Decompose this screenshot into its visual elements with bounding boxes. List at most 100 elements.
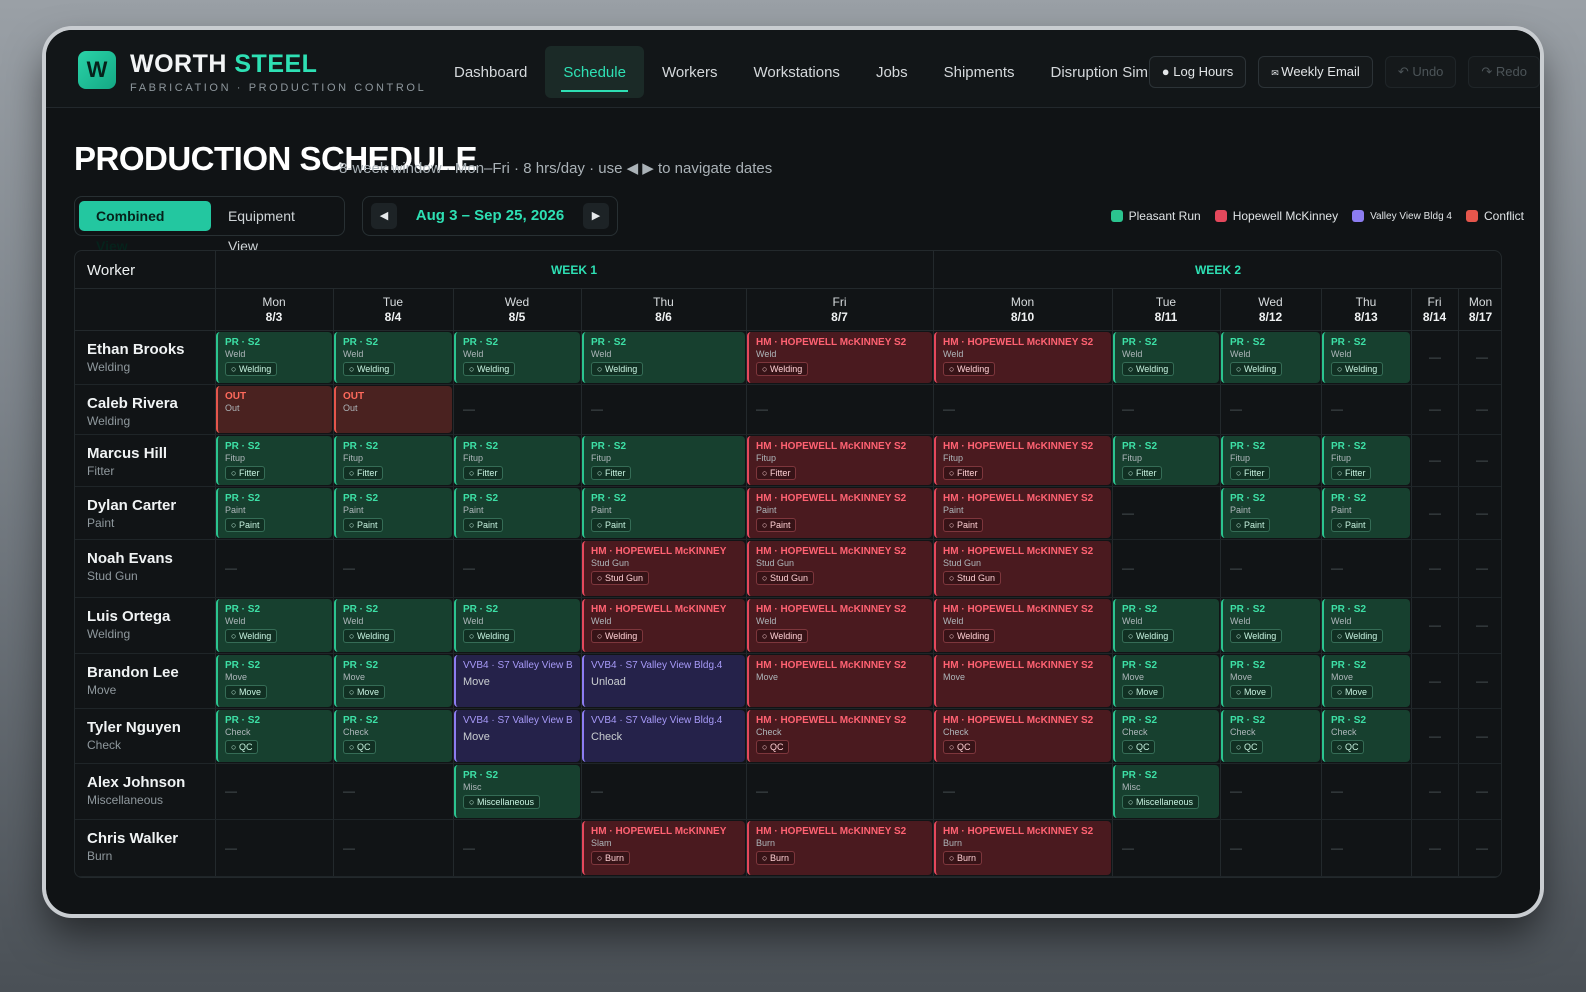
assignment-cell[interactable]: HM · HOPEWELL McKINNEY S2 Weld ○ Welding — [747, 332, 932, 383]
worker-name[interactable]: Marcus Hill — [87, 445, 168, 462]
empty-slot[interactable]: — — [1122, 840, 1134, 855]
empty-slot[interactable]: — — [1476, 402, 1488, 416]
empty-slot[interactable]: — — [1476, 673, 1488, 688]
nav-schedule[interactable]: Schedule — [545, 46, 644, 98]
empty-slot[interactable]: — — [1429, 453, 1441, 467]
assignment-cell[interactable]: HM · HOPEWELL McKINNEY S2 Weld ○ Welding — [747, 599, 932, 652]
empty-slot[interactable]: — — [1429, 840, 1441, 855]
worker-name[interactable]: Caleb Rivera — [87, 395, 178, 412]
empty-slot[interactable]: — — [1230, 561, 1242, 575]
assignment-cell[interactable]: PR · S2 Weld ○ Welding — [454, 599, 580, 652]
assignment-cell[interactable]: HM · HOPEWELL McKINNEY S2 Stud Gun ○ Stud … — [747, 541, 932, 596]
assignment-cell[interactable]: PR · S2 Weld ○ Welding — [1113, 599, 1219, 652]
assignment-cell[interactable]: HM · HOPEWELL McKINNEY Weld ○ Welding — [582, 599, 745, 652]
empty-slot[interactable]: — — [225, 840, 237, 855]
empty-slot[interactable]: — — [1429, 728, 1441, 743]
empty-slot[interactable]: — — [1230, 784, 1242, 798]
assignment-cell[interactable]: HM · HOPEWELL McKINNEY Stud Gun ○ Stud Gun — [582, 541, 745, 596]
assignment-cell[interactable]: PR · S2 Paint ○ Paint — [216, 488, 332, 538]
assignment-cell[interactable]: HM · HOPEWELL McKINNEY S2 Move — [934, 655, 1111, 707]
nav-dashboard[interactable]: Dashboard — [454, 63, 528, 81]
assignment-cell[interactable]: PR · S2 Fitup ○ Fitter — [1113, 436, 1219, 485]
empty-slot[interactable]: — — [1122, 561, 1134, 575]
assignment-cell[interactable]: PR · S2 Weld ○ Welding — [1322, 599, 1410, 652]
assignment-cell[interactable]: PR · S2 Fitup ○ Fitter — [1322, 436, 1410, 485]
assignment-cell[interactable]: PR · S2 Check ○ QC — [334, 710, 452, 762]
empty-slot[interactable]: — — [225, 561, 237, 575]
assignment-cell[interactable]: HM · HOPEWELL McKINNEY S2 Stud Gun ○ Stud … — [934, 541, 1111, 596]
assignment-cell[interactable]: PR · S2 Weld ○ Welding — [216, 599, 332, 652]
weekly-email-button[interactable]: ✉ Weekly Email — [1258, 56, 1373, 88]
assignment-cell[interactable]: PR · S2 Fitup ○ Fitter — [216, 436, 332, 485]
empty-slot[interactable]: — — [343, 840, 355, 855]
assignment-cell[interactable]: OUT Out — [334, 386, 452, 433]
empty-slot[interactable]: — — [943, 402, 955, 416]
nav-workers[interactable]: Workers — [661, 63, 718, 81]
assignment-cell[interactable]: HM · HOPEWELL McKINNEY S2 Paint ○ Paint — [747, 488, 932, 538]
assignment-cell[interactable]: PR · S2 Check ○ QC — [1221, 710, 1320, 762]
assignment-cell[interactable]: PR · S2 Paint ○ Paint — [454, 488, 580, 538]
empty-slot[interactable]: — — [463, 561, 475, 575]
empty-slot[interactable]: — — [1331, 784, 1343, 798]
worker-name[interactable]: Dylan Carter — [87, 497, 177, 514]
empty-slot[interactable]: — — [1476, 561, 1488, 575]
assignment-cell[interactable]: PR · S2 Weld ○ Welding — [1221, 599, 1320, 652]
assignment-cell[interactable]: VVB4 · S7 Valley View Bldg.4 Move — [454, 655, 580, 707]
assignment-cell[interactable]: HM · HOPEWELL McKINNEY S2 Weld ○ Welding — [934, 332, 1111, 383]
empty-slot[interactable]: — — [1476, 453, 1488, 467]
assignment-cell[interactable]: HM · HOPEWELL McKINNEY S2 Move — [747, 655, 932, 707]
redo-button[interactable]: ↷ Redo — [1468, 56, 1540, 88]
empty-slot[interactable]: — — [943, 784, 955, 798]
empty-slot[interactable]: — — [463, 402, 475, 416]
empty-slot[interactable]: — — [1429, 561, 1441, 575]
worker-name[interactable]: Brandon Lee — [87, 664, 179, 681]
empty-slot[interactable]: — — [1230, 402, 1242, 416]
empty-slot[interactable]: — — [1122, 402, 1134, 416]
prev-range-button[interactable]: ◀ — [371, 203, 397, 229]
assignment-cell[interactable]: HM · HOPEWELL McKINNEY S2 Check ○ QC — [934, 710, 1111, 762]
assignment-cell[interactable]: HM · HOPEWELL McKINNEY S2 Fitup ○ Fitter — [747, 436, 932, 485]
empty-slot[interactable]: — — [1429, 784, 1441, 798]
assignment-cell[interactable]: PR · S2 Weld ○ Welding — [582, 332, 745, 383]
empty-slot[interactable]: — — [225, 784, 237, 798]
empty-slot[interactable]: — — [343, 784, 355, 798]
assignment-cell[interactable]: PR · S2 Weld ○ Welding — [1322, 332, 1410, 383]
assignment-cell[interactable]: VVB4 · S7 Valley View Bldg.4 Unload — [582, 655, 745, 707]
empty-slot[interactable]: — — [1230, 840, 1242, 855]
empty-slot[interactable]: — — [1331, 402, 1343, 416]
empty-slot[interactable]: — — [1476, 784, 1488, 798]
assignment-cell[interactable]: PR · S2 Move ○ Move — [1221, 655, 1320, 707]
empty-slot[interactable]: — — [1476, 350, 1488, 364]
equipment-view-button[interactable]: Equipment View — [227, 208, 295, 254]
nav-shipments[interactable]: Shipments — [943, 63, 1015, 81]
assignment-cell[interactable]: HM · HOPEWELL McKINNEY S2 Paint ○ Paint — [934, 488, 1111, 538]
empty-slot[interactable]: — — [756, 784, 768, 798]
worker-name[interactable]: Chris Walker — [87, 830, 179, 847]
assignment-cell[interactable]: PR · S2 Fitup ○ Fitter — [454, 436, 580, 485]
empty-slot[interactable]: — — [1429, 618, 1441, 632]
assignment-cell[interactable]: PR · S2 Check ○ QC — [216, 710, 332, 762]
empty-slot[interactable]: — — [756, 402, 768, 416]
assignment-cell[interactable]: PR · S2 Weld ○ Welding — [1113, 332, 1219, 383]
empty-slot[interactable]: — — [1476, 840, 1488, 855]
empty-slot[interactable]: — — [1429, 505, 1441, 520]
assignment-cell[interactable]: PR · S2 Move ○ Move — [334, 655, 452, 707]
empty-slot[interactable]: — — [1331, 840, 1343, 855]
combined-view-button[interactable]: Combined View — [79, 201, 211, 254]
worker-name[interactable]: Tyler Nguyen — [87, 719, 181, 736]
assignment-cell[interactable]: PR · S2 Misc ○ Miscellaneous — [1113, 765, 1219, 818]
empty-slot[interactable]: — — [1476, 505, 1488, 520]
assignment-cell[interactable]: PR · S2 Fitup ○ Fitter — [1221, 436, 1320, 485]
assignment-cell[interactable]: HM · HOPEWELL McKINNEY Slam ○ Burn — [582, 821, 745, 875]
nav-workstations[interactable]: Workstations — [753, 63, 840, 81]
empty-slot[interactable]: — — [1476, 618, 1488, 632]
worker-name[interactable]: Luis Ortega — [87, 608, 171, 625]
empty-slot[interactable]: — — [463, 840, 475, 855]
empty-slot[interactable]: — — [1429, 402, 1441, 416]
empty-slot[interactable]: — — [591, 402, 603, 416]
assignment-cell[interactable]: PR · S2 Paint ○ Paint — [1322, 488, 1410, 538]
empty-slot[interactable]: — — [591, 784, 603, 798]
assignment-cell[interactable]: HM · HOPEWELL McKINNEY S2 Check ○ QC — [747, 710, 932, 762]
empty-slot[interactable]: — — [343, 561, 355, 575]
assignment-cell[interactable]: PR · S2 Weld ○ Welding — [334, 599, 452, 652]
